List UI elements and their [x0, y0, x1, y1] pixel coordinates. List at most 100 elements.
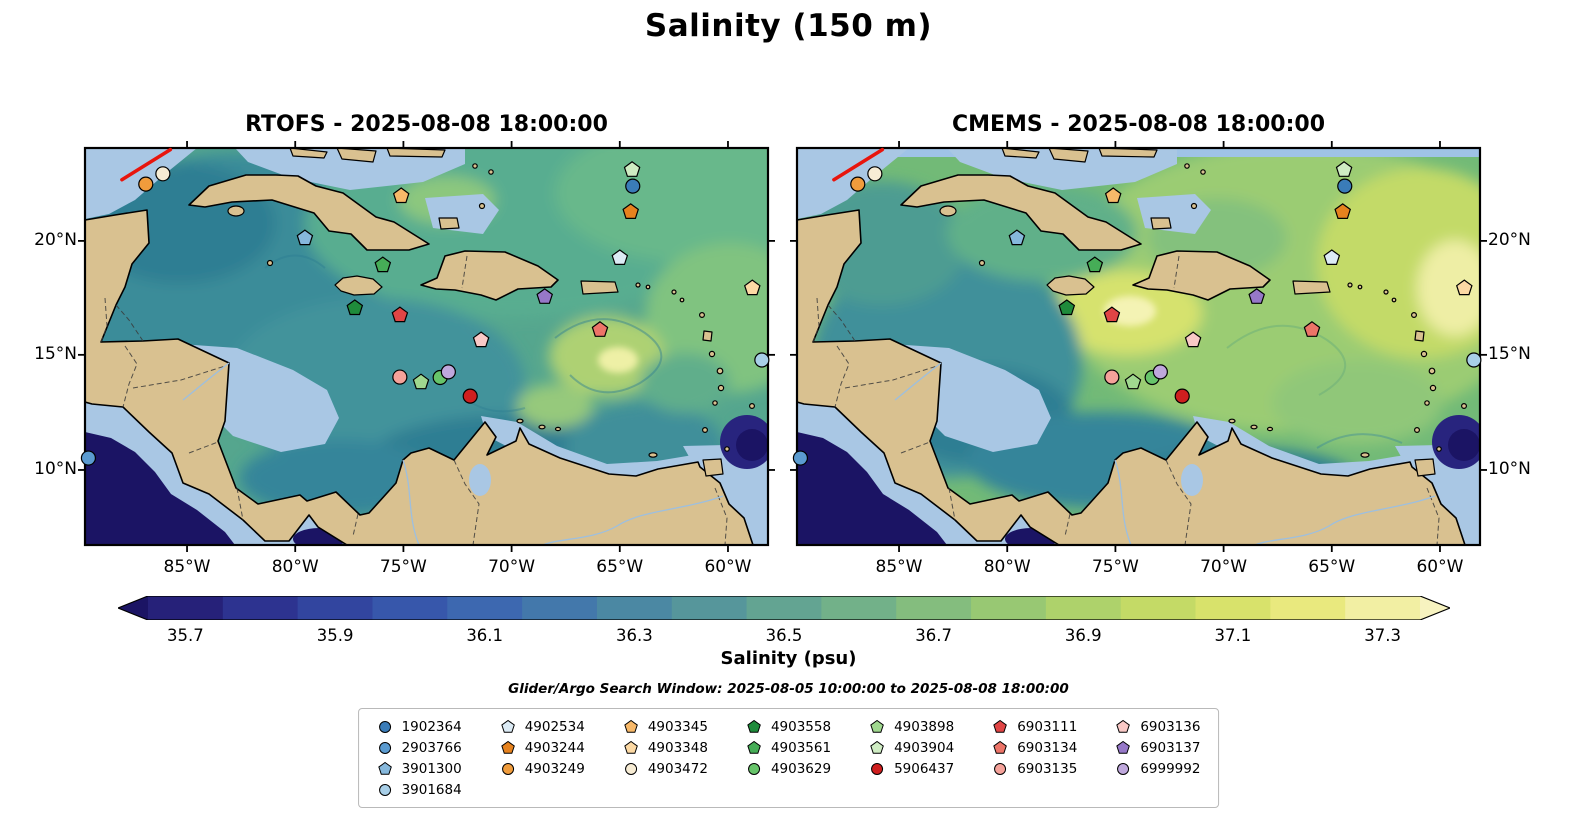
circle-marker-icon [994, 762, 1007, 775]
colorbar-tick-label: 36.7 [915, 626, 952, 645]
colorbar-tick-label: 36.9 [1064, 626, 1102, 645]
platform-marker-4903898 [1124, 373, 1142, 390]
legend-label: 2903766 [401, 739, 462, 756]
legend-column: 4903558 4903561 4903629 [746, 716, 831, 800]
platform-marker-6999992 [1152, 364, 1168, 380]
platform-marker-4903244 [1334, 203, 1352, 220]
platform-marker-6903137 [1248, 288, 1266, 304]
platform-marker-5906437 [462, 388, 478, 404]
platform-marker-1902364 [1337, 178, 1353, 194]
platform-marker-1902364 [625, 178, 641, 194]
x-tick-label: 80°W [271, 557, 319, 577]
legend-column: 6903136 6903137 6999992 [1115, 716, 1200, 800]
legend-label: 4903898 [894, 718, 955, 735]
platform-marker-4903558 [346, 299, 364, 316]
x-tick-label: 60°W [1416, 557, 1464, 577]
legend-item-4903558: 4903558 [746, 716, 831, 737]
legend-label: 6903137 [1140, 739, 1201, 756]
circle-marker-icon [871, 762, 884, 775]
x-tick-label: 75°W [1091, 557, 1139, 577]
colorbar-tick-label: 36.1 [466, 626, 504, 645]
x-tick-label: 85°W [875, 557, 923, 577]
panel-cmems: CMEMS - 2025-08-08 18:00:00 85°W 80°W 75°W… [790, 112, 1531, 597]
legend-item-4902534: 4902534 [500, 716, 585, 737]
legend-column: 6903111 6903134 6903135 [992, 716, 1077, 800]
map-frame [795, 146, 1482, 547]
platform-marker-3901684 [754, 352, 770, 368]
legend-item-4903898: 4903898 [869, 716, 954, 737]
colorbar: 35.7 35.9 36.1 36.3 36.5 36.7 36.9 37.1 37.3 [116, 595, 1452, 658]
legend: 1902364 2903766 3901300 3901684 4902534 49032… [357, 708, 1220, 808]
circle-marker-icon [378, 783, 391, 796]
platform-marker-6903137 [536, 288, 554, 304]
legend-item-4903561: 4903561 [746, 737, 831, 758]
legend-item-4903629: 4903629 [746, 758, 831, 779]
axis-ticks [790, 141, 1487, 552]
legend-item-4903348: 4903348 [623, 737, 708, 758]
platform-marker-4903345 [1104, 187, 1122, 204]
colorbar-tick-label: 36.5 [765, 626, 803, 645]
legend-label: 4903249 [524, 760, 585, 777]
pentagon-marker-icon [993, 740, 1007, 754]
legend-label: 6903134 [1017, 739, 1078, 756]
legend-label: 1902364 [401, 718, 462, 735]
figure-title: Salinity (150 m) [644, 8, 933, 44]
platform-marker-3901300 [1008, 229, 1026, 246]
platform-marker-4903561 [374, 256, 392, 273]
platform-marker-3901300 [296, 229, 314, 246]
x-tick-label: 85°W [163, 557, 211, 577]
panel-rtofs: RTOFS - 2025-08-08 18:00:00 85°W 80°W 75°W… [34, 112, 775, 597]
map-cmems [790, 141, 1487, 552]
pentagon-marker-icon [1116, 719, 1131, 733]
platform-marker-2903766 [80, 450, 97, 466]
panel-title-cmems: CMEMS - 2025-08-08 18:00:00 [951, 112, 1326, 137]
map-rtofs [78, 141, 775, 552]
x-tick-label: 70°W [488, 557, 536, 577]
platform-marker-4903904 [623, 161, 641, 177]
x-tick-label: 65°W [1308, 557, 1356, 577]
y-tick-label: 15°N [34, 343, 77, 364]
legend-item-2903766: 2903766 [377, 737, 462, 758]
legend-column: 1902364 2903766 3901300 3901684 [377, 716, 462, 800]
map-frame [83, 146, 770, 547]
x-tick-label: 70°W [1200, 557, 1248, 577]
y-tick-label: 20°N [34, 229, 77, 250]
x-tick-label: 60°W [704, 557, 752, 577]
search-window-text: Glider/Argo Search Window: 2025-08-05 10… [508, 681, 1069, 697]
axis-ticks [78, 141, 775, 552]
platform-marker-5906437 [1174, 388, 1190, 404]
platform-marker-4903348 [743, 279, 761, 296]
legend-column: 4903345 4903348 4903472 [623, 716, 708, 800]
glider-track [832, 147, 885, 182]
pentagon-marker-icon [500, 740, 515, 754]
circle-marker-icon [378, 741, 391, 754]
pentagon-marker-icon [747, 740, 761, 754]
x-tick-label: 65°W [596, 557, 644, 577]
pentagon-marker-icon [870, 740, 884, 754]
platform-marker-4903472 [867, 166, 883, 182]
platform-markers [792, 147, 1482, 466]
pentagon-marker-icon [1116, 740, 1131, 754]
colorbar-label: Salinity (psu) [720, 648, 857, 669]
platform-marker-4903249 [850, 176, 866, 192]
legend-label: 3901300 [401, 760, 462, 777]
legend-item-1902364: 1902364 [377, 716, 462, 737]
legend-item-6903111: 6903111 [992, 716, 1077, 737]
legend-label: 4903472 [647, 760, 708, 777]
legend-column: 4903898 4903904 5906437 [869, 716, 954, 800]
platform-marker-3901684 [1466, 352, 1482, 368]
legend-item-3901684: 3901684 [377, 779, 462, 800]
legend-label: 5906437 [894, 760, 955, 777]
legend-label: 4903629 [770, 760, 832, 777]
colorbar-tick-label: 35.9 [316, 626, 354, 645]
pentagon-marker-icon [870, 719, 884, 733]
pentagon-marker-icon [500, 719, 515, 733]
colorbar-over-arrow [1420, 596, 1450, 620]
legend-item-4903249: 4903249 [500, 758, 585, 779]
legend-item-6999992: 6999992 [1115, 758, 1200, 779]
legend-item-3901300: 3901300 [377, 758, 462, 779]
colorbar-tick-label: 37.3 [1364, 626, 1401, 645]
panel-title-rtofs: RTOFS - 2025-08-08 18:00:00 [245, 112, 608, 137]
platform-marker-6903134 [1303, 321, 1321, 337]
legend-column: 4902534 4903244 4903249 [500, 716, 585, 800]
